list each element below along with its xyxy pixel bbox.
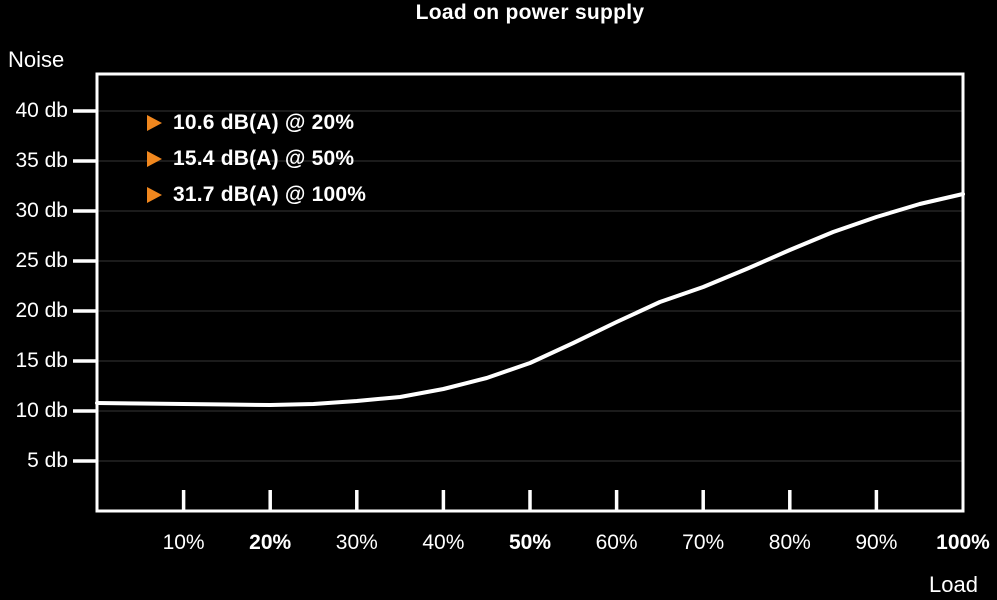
chart-title: Load on power supply [415, 1, 645, 24]
legend-label: 10.6 dB(A) @ 20% [173, 111, 355, 134]
x-tick-label: 40% [422, 531, 465, 554]
y-axis-title: Noise [8, 47, 65, 72]
arrow-right-icon [147, 115, 162, 131]
y-tick-label: 20 db [15, 299, 68, 322]
y-tick-label: 5 db [27, 449, 68, 472]
x-tick-label: 70% [682, 531, 725, 554]
x-tick-label: 90% [855, 531, 898, 554]
legend-item: 31.7 dB(A) @ 100% [147, 182, 366, 208]
x-tick-label: 10% [162, 531, 205, 554]
legend: 10.6 dB(A) @ 20% 15.4 dB(A) @ 50% 31.7 dB(… [147, 110, 366, 218]
x-tick-label: 80% [768, 531, 811, 554]
legend-label: 15.4 dB(A) @ 50% [173, 147, 355, 170]
noise-curve [95, 192, 965, 407]
legend-item: 15.4 dB(A) @ 50% [147, 146, 366, 172]
y-tick-label: 35 db [15, 149, 68, 172]
legend-item: 10.6 dB(A) @ 20% [147, 110, 366, 136]
y-tick-label: 10 db [15, 399, 68, 422]
x-tick-label: 60% [595, 531, 638, 554]
x-tick-label: 50% [508, 531, 552, 554]
legend-label: 31.7 dB(A) @ 100% [173, 183, 367, 206]
x-axis-title: Load [929, 572, 978, 597]
y-tick-label: 15 db [15, 349, 68, 372]
y-tick-label: 30 db [15, 199, 68, 222]
arrow-right-icon [147, 151, 162, 167]
y-tick-label: 40 db [15, 99, 68, 122]
x-tick-label: 20% [249, 531, 292, 554]
arrow-right-icon [147, 187, 162, 203]
x-tick-label: 30% [335, 531, 378, 554]
y-tick-label: 25 db [15, 249, 68, 272]
x-tick-label: 100% [936, 531, 990, 554]
